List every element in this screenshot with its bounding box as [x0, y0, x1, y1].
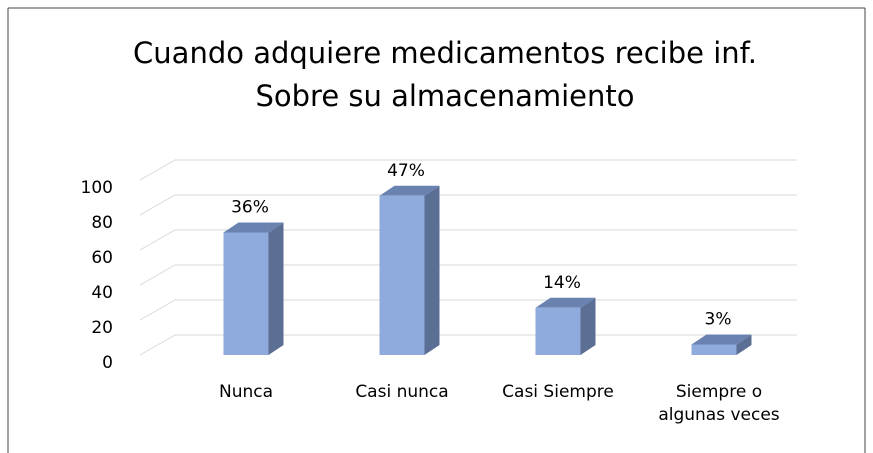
x-tick-label: Casi nunca [355, 382, 449, 402]
y-tick-label: 100 [81, 178, 113, 198]
x-tick-label: Siempre o algunas veces [658, 382, 780, 425]
bar-side [736, 334, 752, 355]
x-tick-label: Casi Siempre [502, 382, 614, 402]
bar-side [424, 185, 440, 355]
data-label: 36% [231, 198, 269, 218]
bar [535, 297, 596, 355]
y-tick-label: 0 [102, 353, 113, 373]
bar [691, 334, 752, 355]
bar [379, 185, 440, 355]
bar-top [535, 297, 596, 308]
bar-top [691, 334, 752, 345]
bar-top [223, 222, 284, 233]
bar-front [223, 232, 269, 355]
bar-top [379, 185, 440, 196]
y-tick-label: 80 [91, 213, 113, 233]
x-tick-label: Nunca [218, 382, 274, 402]
bar-side [268, 222, 284, 355]
y-tick-label: 20 [91, 318, 113, 338]
y-tick-label: 40 [91, 283, 113, 303]
bar-front [691, 344, 737, 355]
grid-line [139, 229, 797, 251]
y-tick-label: 60 [91, 248, 113, 268]
data-label: 3% [705, 310, 732, 330]
chart-title: Cuando adquiere medicamentos recibe inf.… [133, 36, 757, 113]
bar [223, 222, 284, 355]
data-label: 14% [543, 273, 581, 293]
bar-side [580, 297, 596, 355]
grid-line [139, 264, 797, 286]
grid-line [139, 194, 797, 216]
bar-front [535, 307, 581, 355]
bar-front [379, 195, 425, 355]
data-label: 47% [387, 161, 425, 181]
grid-line [139, 159, 797, 181]
